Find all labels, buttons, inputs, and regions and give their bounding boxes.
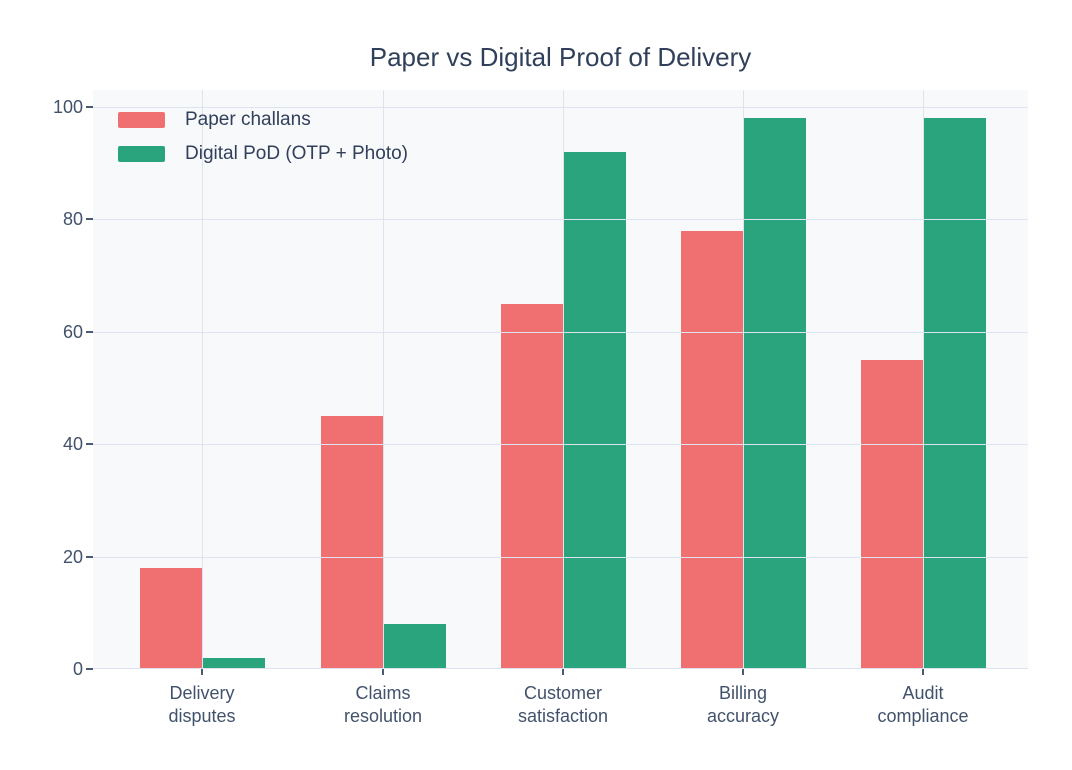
x-axis: Delivery disputes Claims resolution Custom…	[93, 669, 1028, 739]
legend-label-digital-pod: Digital PoD (OTP + Photo)	[185, 143, 408, 164]
gridline-h-40	[93, 444, 1028, 445]
gridline-v-3	[743, 90, 744, 669]
x-tick-label-4: Audit compliance	[877, 683, 969, 726]
legend-swatch-digital-pod	[118, 146, 165, 162]
gridline-v-4	[923, 90, 924, 669]
x-tick-mark-4	[922, 669, 924, 675]
x-tick-label-2: Customer satisfaction	[517, 683, 609, 726]
x-tick-mark-0	[201, 669, 203, 675]
bar-group-0	[112, 90, 292, 669]
y-tick-label-60: 60	[62, 322, 83, 342]
legend-item-digital-pod: Digital PoD (OTP + Photo)	[118, 144, 408, 164]
gridline-v-0	[202, 90, 203, 669]
chart-title: Paper vs Digital Proof of Delivery	[369, 42, 752, 72]
bar-series1-cat3	[743, 118, 806, 669]
gridline-h-80	[93, 219, 1028, 220]
x-tick-label-3: Billing accuracy	[706, 683, 780, 726]
y-tick-label-100: 100	[52, 97, 83, 117]
y-tick-mark-80	[86, 218, 93, 220]
legend: Paper challans Digital PoD (OTP + Photo)	[118, 110, 408, 164]
bar-group-1	[293, 90, 473, 669]
y-tick-mark-100	[86, 106, 93, 108]
y-tick-label-40: 40	[62, 434, 83, 454]
x-tick-mark-2	[562, 669, 564, 675]
x-tick-label-0: Delivery disputes	[168, 683, 236, 726]
gridline-h-20	[93, 557, 1028, 558]
y-tick-label-20: 20	[62, 547, 83, 567]
bar-series1-cat0	[202, 658, 265, 669]
x-tick-label-1: Claims resolution	[343, 683, 423, 726]
gridline-v-1	[383, 90, 384, 669]
y-tick-mark-40	[86, 443, 93, 445]
y-tick-mark-60	[86, 331, 93, 333]
bar-series1-cat4	[923, 118, 986, 669]
bar-group-4	[833, 90, 1013, 669]
gridline-h-0	[93, 668, 1028, 669]
bar-series0-cat1	[320, 416, 383, 669]
bar-group-2	[473, 90, 653, 669]
bar-series0-cat4	[860, 360, 923, 669]
legend-swatch-paper-challans	[118, 112, 165, 128]
legend-item-paper-challans: Paper challans	[118, 110, 408, 130]
bar-series0-cat0	[139, 568, 202, 669]
gridline-v-2	[563, 90, 564, 669]
bar-group-3	[653, 90, 833, 669]
y-tick-label-80: 80	[62, 209, 83, 229]
gridline-h-100	[93, 107, 1028, 108]
bar-series1-cat2	[563, 152, 626, 669]
plot-area: Paper challans Digital PoD (OTP + Photo)	[93, 90, 1028, 669]
gridline-h-60	[93, 332, 1028, 333]
y-tick-mark-20	[86, 556, 93, 558]
x-tick-mark-3	[742, 669, 744, 675]
bar-series0-cat3	[680, 231, 743, 669]
y-axis: 0 20 40 60 80 100	[36, 90, 93, 679]
bar-series1-cat1	[383, 624, 446, 669]
y-tick-mark-0	[86, 668, 93, 670]
y-tick-label-0: 0	[72, 659, 83, 679]
x-tick-mark-1	[382, 669, 384, 675]
bar-series0-cat2	[500, 304, 563, 669]
legend-label-paper-challans: Paper challans	[185, 109, 311, 130]
